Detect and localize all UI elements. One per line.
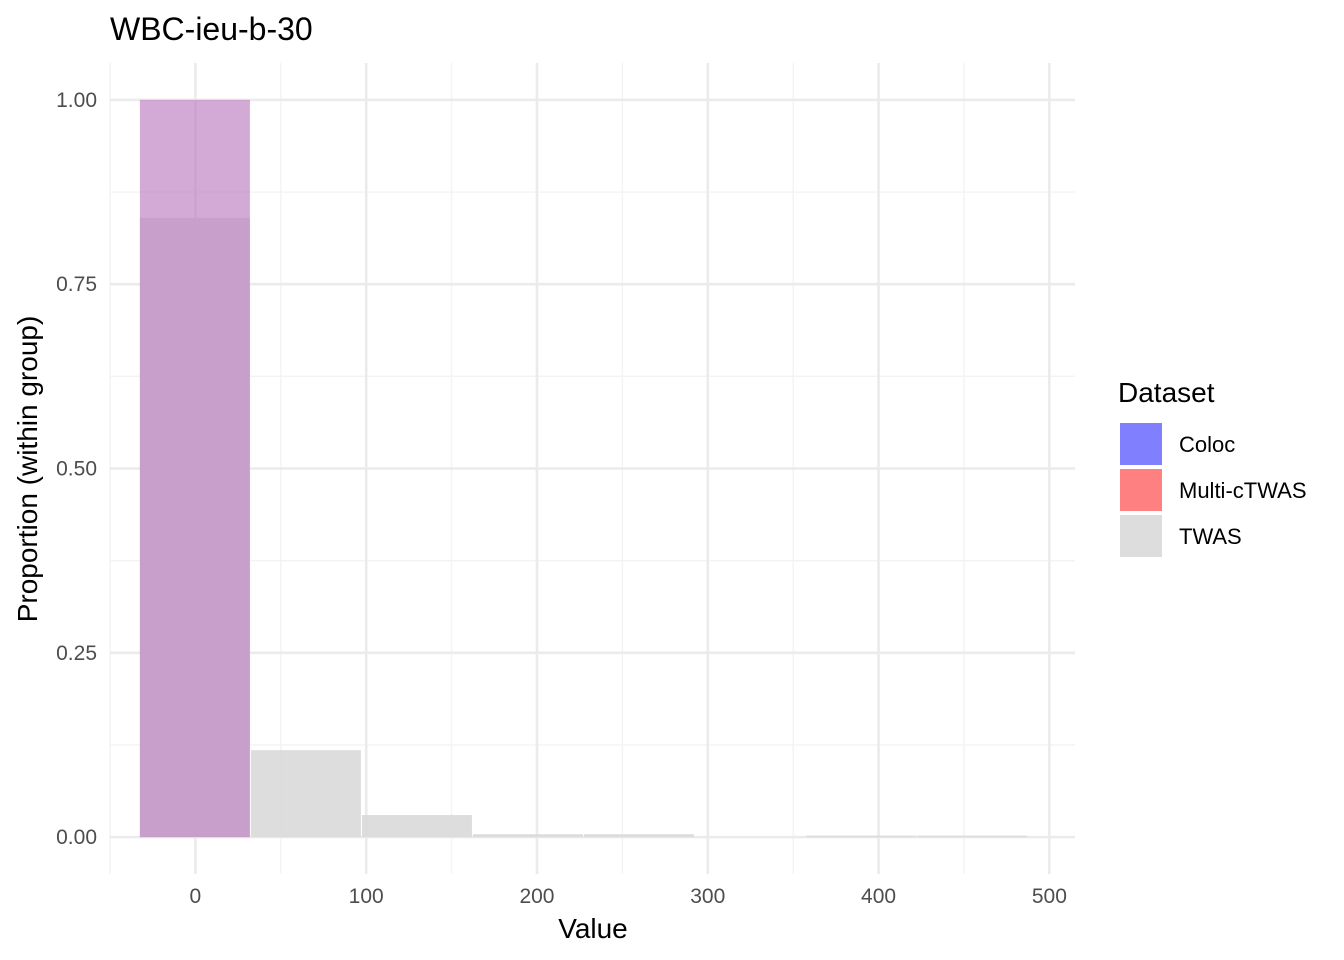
legend-key-twas	[1120, 515, 1162, 557]
y-tick-label: 0.25	[56, 642, 97, 665]
x-tick-label: 500	[1032, 885, 1067, 908]
x-tick-label: 200	[519, 885, 554, 908]
y-axis-title: Proportion (within group)	[12, 316, 43, 623]
y-tick-label: 0.75	[56, 273, 97, 296]
legend-title: Dataset	[1118, 377, 1215, 408]
bar-twas-7	[917, 835, 1028, 838]
x-tick-label: 100	[349, 885, 384, 908]
legend-label-multi-ctwas: Multi-cTWAS	[1179, 478, 1307, 503]
legend-key-coloc	[1120, 423, 1162, 465]
legend: Dataset Coloc Multi-cTWAS TWAS	[1118, 377, 1307, 557]
bar-twas-3	[472, 834, 583, 838]
y-axis-ticks: 0.00 0.25 0.50 0.75 1.00	[56, 89, 97, 849]
x-axis-title: Value	[558, 913, 628, 944]
bar-twas-2	[361, 815, 472, 838]
x-tick-label: 0	[190, 885, 202, 908]
bar-twas-6	[805, 835, 917, 838]
legend-label-coloc: Coloc	[1179, 432, 1235, 457]
legend-label-twas: TWAS	[1179, 524, 1242, 549]
legend-key-multi-ctwas	[1120, 469, 1162, 511]
y-tick-label: 1.00	[56, 89, 97, 112]
bars	[139, 99, 1028, 838]
x-tick-label: 300	[690, 885, 725, 908]
y-tick-label: 0.00	[56, 826, 97, 849]
bar-multi-ctwas-0	[139, 99, 250, 838]
x-axis-ticks: 0 100 200 300 400 500	[190, 885, 1067, 908]
x-tick-label: 400	[861, 885, 896, 908]
chart-title: WBC-ieu-b-30	[110, 11, 313, 47]
bar-twas-1	[250, 750, 361, 838]
y-tick-label: 0.50	[56, 458, 97, 481]
bar-coloc-0	[139, 99, 250, 838]
bar-twas-4	[583, 834, 694, 838]
